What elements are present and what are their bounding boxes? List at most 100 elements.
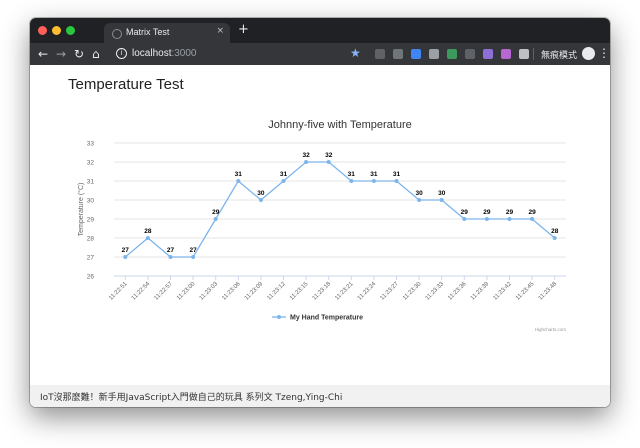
- toolbar-divider: [533, 48, 534, 60]
- page-title: Temperature Test: [68, 76, 184, 93]
- data-point: [507, 217, 512, 221]
- globe-icon: [112, 29, 122, 39]
- y-tick-label: 32: [87, 160, 95, 167]
- reload-icon[interactable]: ↻: [74, 47, 85, 61]
- chart-credits: Highcharts.com: [535, 327, 567, 332]
- close-window-button[interactable]: [38, 26, 47, 35]
- data-label: 28: [551, 228, 559, 235]
- y-tick-label: 33: [87, 141, 95, 148]
- x-tick-label: 11:23:18: [312, 281, 333, 302]
- incognito-icon[interactable]: [582, 47, 595, 60]
- legend-marker: [277, 315, 281, 319]
- data-point: [439, 198, 444, 202]
- data-label: 29: [483, 209, 491, 216]
- footer: IoT沒那麼難！新手用JavaScript入門做自己的玩具 系列文 Tzeng,…: [30, 385, 610, 407]
- data-point: [462, 217, 467, 221]
- translate-icon[interactable]: [411, 49, 421, 59]
- extension-icon-6[interactable]: [465, 49, 475, 59]
- url-host: localhost: [132, 48, 172, 59]
- tab-bar: Matrix Test × +: [30, 18, 610, 43]
- x-tick-label: 11:23:06: [221, 281, 242, 302]
- series-line: [124, 161, 556, 258]
- extension-icon-2[interactable]: [393, 49, 403, 59]
- data-point: [530, 217, 535, 221]
- minimize-window-button[interactable]: [52, 26, 61, 35]
- x-tick-label: 11:23:27: [379, 281, 400, 302]
- x-tick-label: 11:23:12: [266, 281, 287, 302]
- extension-icon-5[interactable]: [447, 49, 457, 59]
- legend-label: My Hand Temperature: [290, 315, 363, 322]
- data-point: [552, 236, 557, 240]
- x-tick-label: 11:22:51: [108, 281, 129, 302]
- maximize-window-button[interactable]: [66, 26, 75, 35]
- data-point: [304, 160, 309, 164]
- x-tick-label: 11:23:24: [357, 281, 378, 302]
- extension-icon-7[interactable]: [483, 49, 493, 59]
- new-tab-button[interactable]: +: [238, 22, 249, 37]
- data-point: [123, 255, 128, 259]
- x-tick-label: 11:23:45: [515, 281, 536, 302]
- data-point: [281, 179, 286, 183]
- x-tick-label: 11:23:21: [334, 281, 355, 302]
- data-label: 29: [461, 209, 469, 216]
- info-icon[interactable]: i: [116, 48, 127, 59]
- bookmark-star-icon[interactable]: ★: [350, 46, 361, 60]
- data-point: [213, 217, 218, 221]
- x-tick-label: 11:23:36: [447, 281, 468, 302]
- extension-icon-4[interactable]: [429, 49, 439, 59]
- back-arrow-icon[interactable]: ←: [38, 47, 49, 61]
- data-label: 31: [235, 171, 243, 178]
- y-tick-label: 30: [87, 198, 95, 205]
- tab-close-icon[interactable]: ×: [216, 26, 224, 36]
- data-label: 27: [189, 247, 197, 254]
- data-label: 32: [302, 152, 310, 159]
- data-label: 27: [167, 247, 175, 254]
- data-label: 30: [257, 190, 265, 197]
- extension-icon-8[interactable]: [501, 49, 511, 59]
- x-tick-label: 11:23:15: [289, 281, 310, 302]
- data-label: 31: [348, 171, 356, 178]
- vue-devtools-icon[interactable]: [519, 49, 529, 59]
- y-tick-label: 26: [87, 274, 95, 281]
- data-point: [236, 179, 241, 183]
- data-point: [326, 160, 331, 164]
- page-content: Temperature Test Johnny-five with Temper…: [30, 65, 610, 407]
- data-label: 29: [212, 209, 220, 216]
- menu-icon[interactable]: ⋮: [598, 46, 610, 60]
- browser-tab[interactable]: Matrix Test ×: [104, 23, 230, 43]
- incognito-label: 無痕模式: [541, 51, 578, 61]
- browser-window: Matrix Test × + ← → ↻ ⌂ i localhost:3000…: [30, 18, 610, 407]
- data-label: 28: [144, 228, 152, 235]
- y-tick-label: 31: [87, 179, 95, 186]
- temperature-chart: Johnny-five with Temperature Temperature …: [77, 119, 567, 332]
- data-point: [145, 236, 150, 240]
- x-tick-label: 11:23:39: [470, 281, 491, 302]
- data-point: [349, 179, 354, 183]
- y-tick-label: 29: [87, 217, 95, 224]
- data-point: [484, 217, 489, 221]
- data-label: 27: [122, 247, 130, 254]
- browser-toolbar: ← → ↻ ⌂ i localhost:3000 ★ 無痕模式 ⋮: [30, 43, 610, 65]
- data-label: 30: [438, 190, 446, 197]
- chart-title: Johnny-five with Temperature: [268, 119, 411, 131]
- data-point: [191, 255, 196, 259]
- data-point: [371, 179, 376, 183]
- footer-text: IoT沒那麼難！新手用JavaScript入門做自己的玩具 系列文 Tzeng,…: [40, 393, 343, 403]
- x-tick-label: 11:23:03: [199, 281, 220, 302]
- data-point: [168, 255, 173, 259]
- x-tick-label: 11:23:33: [425, 281, 446, 302]
- x-tick-label: 11:22:54: [131, 281, 152, 302]
- extension-icon-1[interactable]: [375, 49, 385, 59]
- home-icon[interactable]: ⌂: [92, 47, 100, 61]
- url-port: :3000: [171, 48, 197, 59]
- data-label: 32: [325, 152, 333, 159]
- data-label: 29: [506, 209, 514, 216]
- x-tick-label: 11:23:48: [538, 281, 559, 302]
- data-point: [417, 198, 422, 202]
- x-tick-label: 11:23:09: [244, 281, 265, 302]
- data-label: 31: [370, 171, 378, 178]
- data-label: 30: [415, 190, 423, 197]
- address-bar[interactable]: localhost:3000: [132, 48, 197, 59]
- forward-arrow-icon[interactable]: →: [56, 47, 67, 61]
- y-tick-label: 28: [87, 236, 95, 243]
